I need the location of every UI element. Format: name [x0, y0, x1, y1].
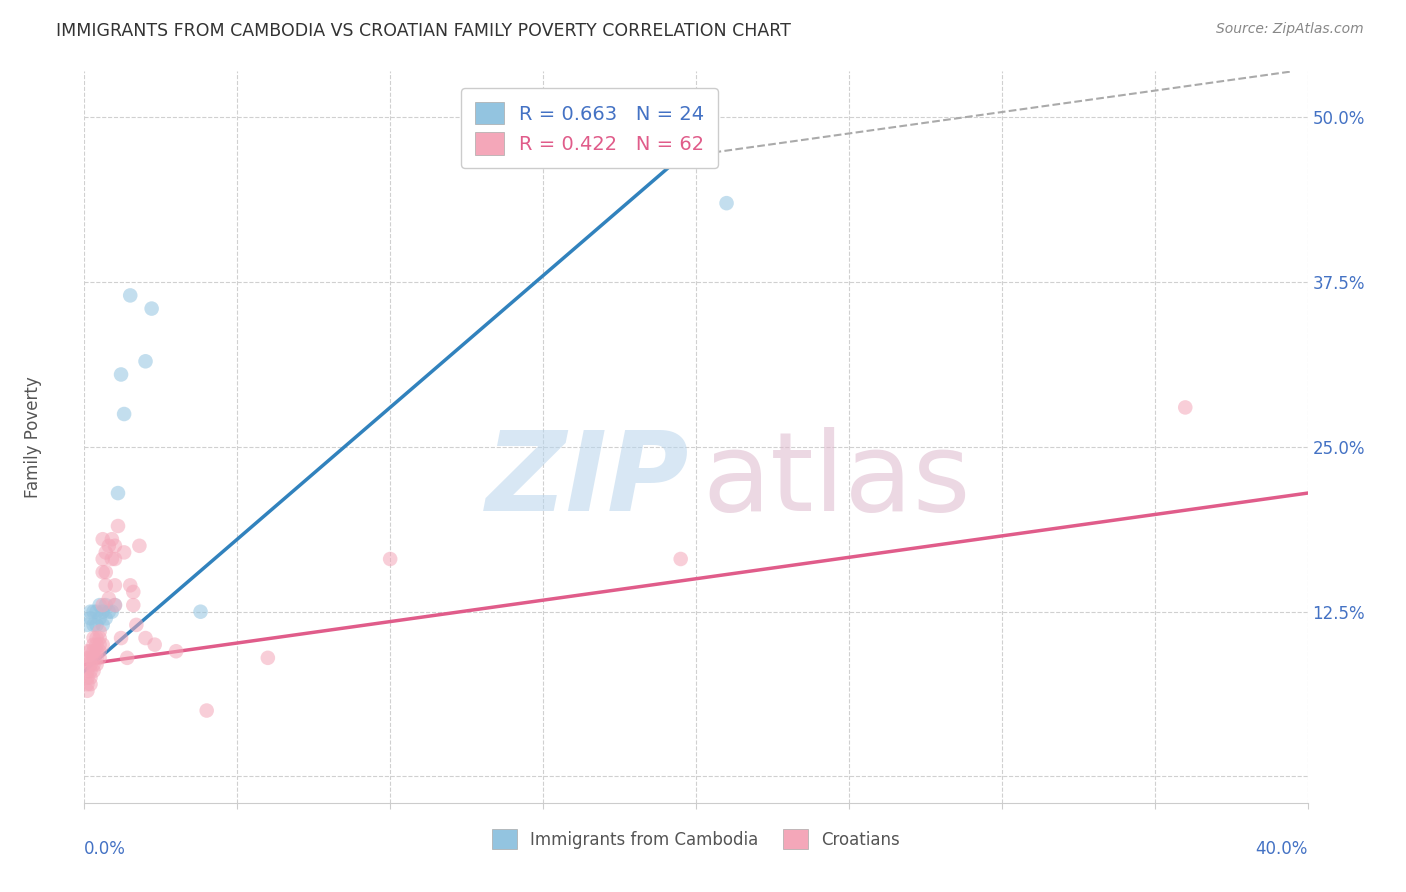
Point: [128, 539, 150, 553]
Point: [91, 552, 114, 566]
Point: [83, 631, 105, 645]
Point: [380, 552, 402, 566]
Point: [94, 598, 117, 612]
Point: [91, 533, 114, 547]
Point: [94, 565, 117, 579]
Point: [83, 644, 105, 658]
Point: [89, 644, 111, 658]
Point: [125, 618, 148, 632]
Text: atlas: atlas: [702, 427, 970, 534]
Point: [89, 611, 111, 625]
Point: [195, 704, 218, 718]
Point: [76, 683, 98, 698]
Point: [143, 638, 166, 652]
Point: [86, 638, 108, 652]
Point: [107, 519, 129, 533]
Point: [83, 618, 105, 632]
Point: [79, 677, 101, 691]
Point: [86, 644, 108, 658]
Point: [97, 591, 120, 606]
Point: [94, 611, 117, 625]
Point: [86, 650, 108, 665]
Point: [79, 664, 101, 678]
Text: 40.0%: 40.0%: [1256, 839, 1308, 858]
Point: [104, 598, 127, 612]
Point: [120, 578, 142, 592]
Point: [257, 650, 280, 665]
Point: [76, 650, 98, 665]
Point: [101, 605, 124, 619]
Point: [89, 631, 111, 645]
Point: [101, 533, 124, 547]
Point: [112, 545, 135, 559]
Point: [112, 407, 135, 421]
Point: [115, 650, 138, 665]
Point: [669, 552, 692, 566]
Point: [86, 657, 108, 672]
Point: [86, 605, 108, 619]
Point: [83, 664, 105, 678]
Point: [94, 545, 117, 559]
Point: [79, 605, 101, 619]
Point: [79, 657, 101, 672]
Point: [135, 354, 157, 368]
Point: [83, 650, 105, 665]
Point: [76, 677, 98, 691]
Point: [89, 624, 111, 639]
Point: [76, 664, 98, 678]
Point: [1174, 401, 1197, 415]
Point: [91, 638, 114, 652]
Point: [89, 598, 111, 612]
Point: [91, 598, 114, 612]
Point: [79, 611, 101, 625]
Text: 0.0%: 0.0%: [84, 839, 127, 858]
Point: [89, 650, 111, 665]
Point: [141, 301, 163, 316]
Point: [101, 552, 124, 566]
Point: [79, 644, 101, 658]
Text: Source: ZipAtlas.com: Source: ZipAtlas.com: [1216, 22, 1364, 37]
Point: [110, 631, 132, 645]
Point: [76, 618, 98, 632]
Text: Family Poverty: Family Poverty: [24, 376, 42, 498]
Point: [97, 605, 120, 619]
Point: [110, 368, 132, 382]
Point: [104, 539, 127, 553]
Point: [79, 671, 101, 685]
Point: [76, 644, 98, 658]
Point: [91, 618, 114, 632]
Point: [76, 671, 98, 685]
Point: [83, 638, 105, 652]
Point: [120, 288, 142, 302]
Point: [89, 638, 111, 652]
Point: [165, 644, 187, 658]
Point: [190, 605, 212, 619]
Point: [716, 196, 738, 211]
Point: [91, 605, 114, 619]
Point: [107, 486, 129, 500]
Point: [76, 657, 98, 672]
Point: [104, 598, 127, 612]
Point: [104, 578, 127, 592]
Point: [86, 618, 108, 632]
Legend: Immigrants from Cambodia, Croatians: Immigrants from Cambodia, Croatians: [479, 818, 912, 860]
Point: [91, 565, 114, 579]
Point: [122, 585, 145, 599]
Point: [79, 650, 101, 665]
Point: [122, 598, 145, 612]
Point: [83, 605, 105, 619]
Text: ZIP: ZIP: [486, 427, 690, 534]
Text: IMMIGRANTS FROM CAMBODIA VS CROATIAN FAMILY POVERTY CORRELATION CHART: IMMIGRANTS FROM CAMBODIA VS CROATIAN FAM…: [56, 22, 792, 40]
Point: [83, 657, 105, 672]
Point: [104, 552, 127, 566]
Point: [135, 631, 157, 645]
Point: [86, 631, 108, 645]
Point: [94, 578, 117, 592]
Point: [97, 539, 120, 553]
